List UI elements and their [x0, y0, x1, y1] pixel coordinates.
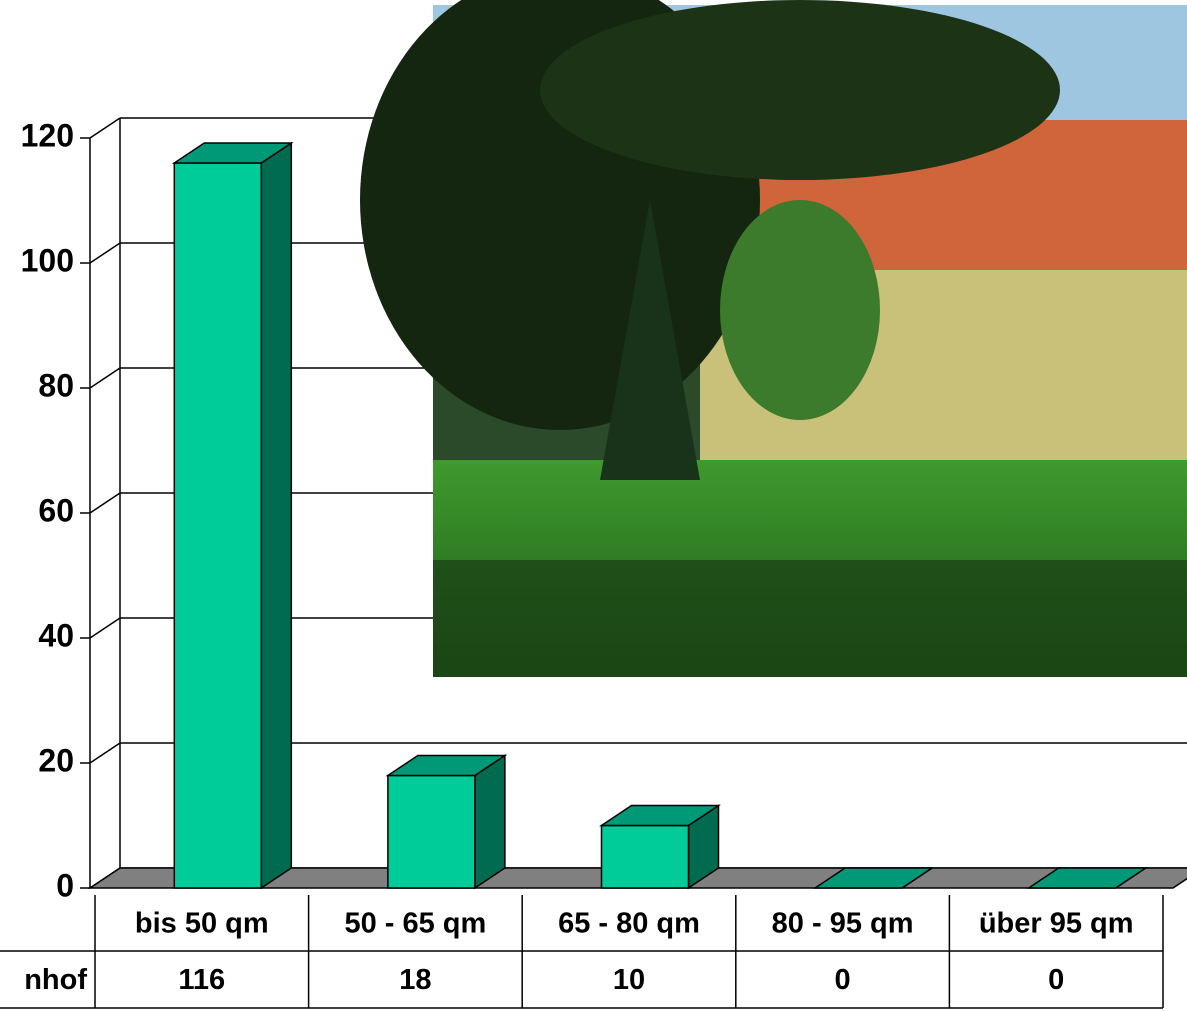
data-label: 10 [613, 964, 645, 996]
tick-mark [80, 242, 121, 264]
bar-top [385, 754, 508, 777]
y-tick-label: 80 [38, 367, 74, 403]
y-tick-label: 120 [21, 117, 74, 153]
data-table: bis 50 qm 116 50 - 65 qm 18 65 - 80 qm 10 80 -… [0, 895, 1164, 1009]
x-tick-label: bis 50 qm [135, 908, 269, 940]
bar [387, 774, 476, 889]
bar-top [171, 142, 294, 164]
legend-label: nhof [24, 964, 87, 996]
photo [360, 0, 1187, 677]
bar [173, 162, 263, 889]
data-label: 116 [178, 964, 225, 996]
y-tick-label: 100 [21, 242, 74, 278]
bar-top [1026, 867, 1149, 889]
data-label: 18 [399, 964, 431, 996]
bar [600, 824, 690, 889]
tick-mark [80, 492, 121, 514]
data-label: 0 [1048, 964, 1064, 996]
bar-layer [87, 141, 1187, 890]
x-tick-label: 65 - 80 qm [558, 908, 700, 940]
tick-mark [80, 742, 121, 764]
bar-side [260, 141, 293, 890]
data-label: 0 [835, 964, 851, 996]
x-tick-label: 80 - 95 qm [772, 908, 914, 940]
tick-mark [80, 117, 121, 139]
tick-mark [80, 367, 121, 389]
tick-mark [80, 617, 121, 639]
x-tick-label: 50 - 65 qm [344, 908, 486, 940]
y-tick-label: 0 [56, 867, 74, 903]
y-tick-label: 40 [38, 617, 74, 653]
y-tick-label: 60 [38, 492, 74, 528]
bar-top [812, 867, 935, 889]
bar-top [599, 804, 721, 827]
x-tick-label: über 95 qm [979, 908, 1134, 940]
bar-side [474, 754, 506, 890]
y-tick-label: 20 [38, 742, 74, 778]
